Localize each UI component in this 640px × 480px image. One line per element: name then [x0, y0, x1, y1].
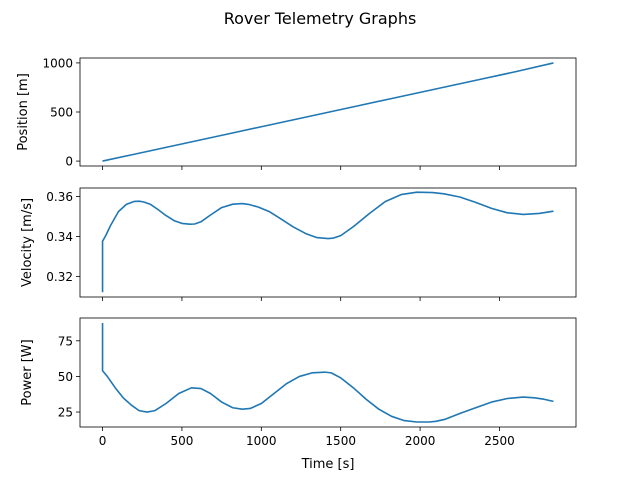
power-series-line	[101, 322, 554, 423]
velocity-panel: 0.32 0.34 0.36 Velocity [m/s]	[20, 187, 577, 301]
velocity-axes-frame	[79, 187, 577, 298]
power-panel: 0 500 1000 1500 2000 2500 25 50 75 Power [W]	[20, 317, 577, 448]
power-x-tick-label: 500	[170, 434, 193, 448]
power-x-tick-label: 1000	[246, 434, 277, 448]
x-axis-label: Time [s]	[301, 457, 355, 472]
velocity-y-tick-label: 0.34	[46, 230, 73, 244]
power-x-tick-label: 2000	[405, 434, 436, 448]
power-x-tick-label: 1500	[325, 434, 356, 448]
velocity-y-tick-label: 0.36	[46, 190, 73, 204]
power-y-tick-label: 50	[58, 370, 73, 384]
power-y-tick-label: 25	[58, 406, 73, 420]
power-x-tick-label: 0	[99, 434, 107, 448]
velocity-y-tick-label: 0.32	[46, 270, 73, 284]
position-panel: 0 500 1000 Position [m]	[16, 56, 577, 170]
position-y-axis-label: Position [m]	[16, 73, 31, 151]
power-y-tick-label: 75	[58, 334, 73, 348]
figure-title: Rover Telemetry Graphs	[224, 9, 417, 28]
velocity-series-line	[101, 191, 554, 293]
position-y-tick-label: 1000	[42, 56, 73, 70]
power-axes-frame	[79, 317, 577, 428]
position-series-line	[102, 62, 554, 162]
velocity-y-axis-label: Velocity [m/s]	[20, 198, 35, 287]
power-y-axis-label: Power [W]	[20, 339, 35, 405]
position-y-tick-label: 500	[50, 106, 73, 120]
position-y-tick-label: 0	[65, 155, 73, 169]
power-x-tick-label: 2500	[484, 434, 515, 448]
